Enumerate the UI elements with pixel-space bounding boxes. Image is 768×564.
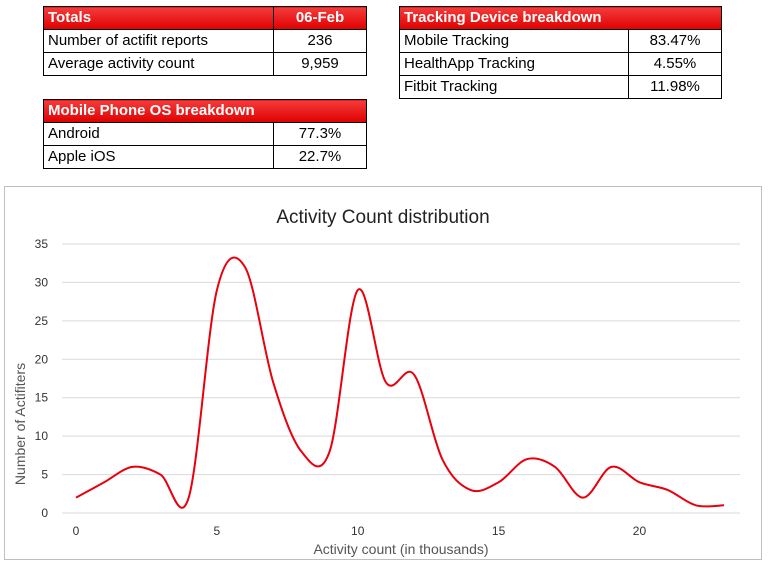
device-header-label: Tracking Device breakdown — [399, 6, 722, 30]
table-row: Mobile Tracking 83.47% — [399, 29, 722, 53]
data-point — [271, 380, 275, 384]
device-row-value: 4.55% — [628, 52, 722, 76]
totals-header-label: Totals — [43, 6, 274, 30]
y-tick-label: 5 — [41, 468, 48, 482]
os-header-label: Mobile Phone OS breakdown — [43, 99, 367, 123]
y-tick-label: 10 — [35, 429, 49, 443]
data-point — [440, 457, 444, 461]
y-tick-label: 15 — [35, 391, 49, 405]
data-point — [609, 465, 613, 469]
data-point — [666, 488, 670, 492]
device-table: Tracking Device breakdown Mobile Trackin… — [399, 6, 722, 99]
table-row: Fitbit Tracking 11.98% — [399, 75, 722, 99]
os-row-label: Apple iOS — [43, 145, 274, 169]
totals-row-value: 9,959 — [273, 52, 367, 76]
table-row: Average activity count 9,959 — [43, 52, 367, 76]
data-point — [130, 465, 134, 469]
os-row-value: 22.7% — [273, 145, 367, 169]
data-point — [497, 480, 501, 484]
data-point — [581, 496, 585, 500]
device-row-label: Fitbit Tracking — [399, 75, 629, 99]
totals-header-date: 06-Feb — [273, 6, 367, 30]
table-row: Number of actifit reports 236 — [43, 29, 367, 53]
data-points — [74, 265, 726, 507]
y-tick-label: 25 — [35, 314, 49, 328]
activity-chart: Activity Count distribution 0 5 10 15 20 25 30… — [12, 207, 740, 557]
y-tick-label: 35 — [35, 237, 49, 251]
data-point — [159, 473, 163, 477]
data-point — [102, 480, 106, 484]
y-tick-label: 30 — [35, 275, 49, 289]
os-row-value: 77.3% — [273, 122, 367, 146]
data-point — [215, 288, 219, 292]
x-axis-title: Activity count (in thousands) — [313, 541, 488, 557]
os-table: Mobile Phone OS breakdown Android 77.3% … — [43, 99, 367, 169]
totals-row-label: Number of actifit reports — [43, 29, 274, 53]
os-row-label: Android — [43, 122, 274, 146]
data-point — [637, 480, 641, 484]
data-point — [722, 503, 726, 507]
data-point — [553, 465, 557, 469]
x-axis-ticks: 0 5 10 15 20 — [73, 524, 647, 538]
y-axis-ticks: 0 5 10 15 20 25 30 35 — [35, 237, 49, 520]
data-point — [187, 496, 191, 500]
x-tick-label: 0 — [73, 524, 80, 538]
data-point — [243, 265, 247, 269]
totals-table: Totals 06-Feb Number of actifit reports … — [43, 6, 367, 76]
data-point — [412, 373, 416, 377]
table-row: HealthApp Tracking 4.55% — [399, 52, 722, 76]
device-row-value: 83.47% — [628, 29, 722, 53]
y-axis-title: Number of Actifiters — [12, 363, 28, 485]
y-tick-label: 0 — [41, 506, 48, 520]
data-point — [694, 503, 698, 507]
gridlines — [62, 243, 740, 514]
x-tick-label: 5 — [214, 524, 221, 538]
totals-row-label: Average activity count — [43, 52, 274, 76]
x-tick-label: 15 — [492, 524, 506, 538]
data-point — [328, 450, 332, 454]
totals-row-value: 236 — [273, 29, 367, 53]
series-line — [75, 256, 725, 509]
data-point — [525, 457, 529, 461]
data-point — [299, 450, 303, 454]
x-tick-label: 10 — [351, 524, 365, 538]
chart-area: Activity Count distribution 0 5 10 15 20 25 30… — [4, 186, 762, 560]
data-point — [356, 288, 360, 292]
y-tick-label: 20 — [35, 352, 49, 366]
table-row: Android 77.3% — [43, 122, 367, 146]
data-point — [74, 496, 78, 500]
x-tick-label: 20 — [633, 524, 647, 538]
table-row: Apple iOS 22.7% — [43, 145, 367, 169]
data-point — [384, 380, 388, 384]
device-row-label: HealthApp Tracking — [399, 52, 629, 76]
chart-title: Activity Count distribution — [276, 207, 489, 228]
device-row-value: 11.98% — [628, 75, 722, 99]
device-row-label: Mobile Tracking — [399, 29, 629, 53]
data-point — [468, 488, 472, 492]
